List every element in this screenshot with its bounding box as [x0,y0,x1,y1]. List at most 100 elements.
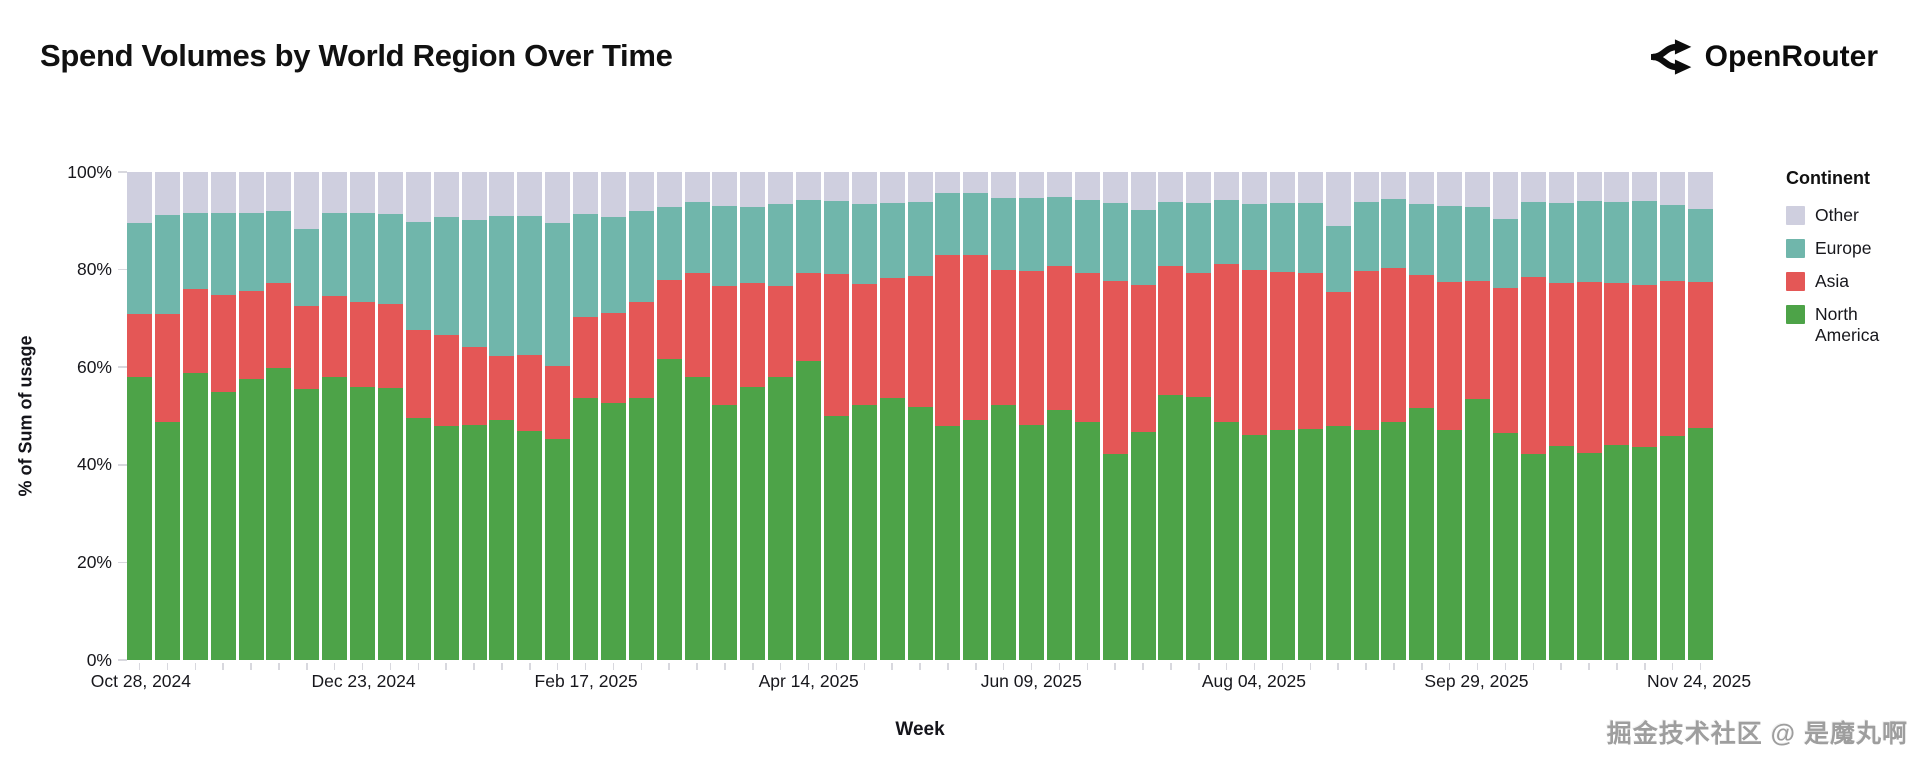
bar-segment-north-america[interactable] [1325,425,1351,660]
bar-segment-europe[interactable] [851,203,877,285]
bar-segment-other[interactable] [907,172,933,202]
bar-segment-asia[interactable] [1437,281,1463,431]
bar-segment-other[interactable] [1214,172,1240,201]
bar-segment-other[interactable] [294,172,320,230]
bar-segment-europe[interactable] [1492,218,1518,288]
bar-segment-other[interactable] [684,172,710,203]
bar-segment-europe[interactable] [266,211,292,284]
bar-segment-other[interactable] [879,172,905,204]
bar-segment-asia[interactable] [1604,282,1630,446]
bar-segment-europe[interactable] [1353,201,1379,271]
bar-segment-north-america[interactable] [1688,427,1714,660]
bar-segment-europe[interactable] [377,213,403,304]
bar-week[interactable] [1130,172,1156,660]
bar-segment-north-america[interactable] [517,430,543,660]
bar-segment-europe[interactable] [1604,202,1630,283]
bar-segment-asia[interactable] [1632,284,1658,447]
bar-segment-europe[interactable] [517,215,543,355]
bar-segment-asia[interactable] [489,355,515,420]
bar-segment-europe[interactable] [1186,202,1212,273]
bar-segment-north-america[interactable] [1297,429,1323,660]
bar-segment-north-america[interactable] [1158,395,1184,660]
bar-week[interactable] [210,172,236,660]
bar-segment-asia[interactable] [1102,280,1128,454]
bar-segment-other[interactable] [1074,172,1100,200]
bar-segment-asia[interactable] [1019,270,1045,425]
bar-segment-other[interactable] [600,172,626,218]
bar-segment-europe[interactable] [1465,206,1491,281]
bar-segment-asia[interactable] [1130,285,1156,432]
bar-segment-europe[interactable] [1242,203,1268,271]
bar-week[interactable] [1437,172,1463,660]
bar-segment-other[interactable] [210,172,236,214]
bar-segment-north-america[interactable] [1604,445,1630,660]
bar-segment-other[interactable] [1688,172,1714,209]
bar-segment-asia[interactable] [1325,291,1351,426]
bar-segment-europe[interactable] [154,214,180,315]
bar-week[interactable] [1688,172,1714,660]
bar-week[interactable] [1325,172,1351,660]
bar-segment-asia[interactable] [154,314,180,422]
bar-segment-asia[interactable] [405,330,431,419]
bar-segment-north-america[interactable] [628,398,654,660]
bar-segment-asia[interactable] [656,279,682,359]
bar-week[interactable] [1102,172,1128,660]
bar-week[interactable] [628,172,654,660]
bar-segment-asia[interactable] [1520,276,1546,454]
bar-segment-europe[interactable] [210,213,236,295]
bar-segment-other[interactable] [1632,172,1658,202]
bar-segment-asia[interactable] [1269,271,1295,431]
bar-segment-north-america[interactable] [266,368,292,660]
bar-segment-europe[interactable] [656,206,682,280]
bar-segment-north-america[interactable] [1381,422,1407,660]
bar-segment-north-america[interactable] [991,404,1017,660]
bar-segment-other[interactable] [433,172,459,218]
bar-week[interactable] [517,172,543,660]
bar-segment-europe[interactable] [573,213,599,318]
bar-segment-asia[interactable] [1409,274,1435,409]
bar-segment-asia[interactable] [294,306,320,390]
bar-segment-asia[interactable] [879,278,905,398]
bar-segment-other[interactable] [991,172,1017,198]
bar-week[interactable] [573,172,599,660]
bar-segment-north-america[interactable] [740,386,766,660]
bar-segment-north-america[interactable] [851,404,877,660]
bar-segment-asia[interactable] [684,272,710,378]
bar-segment-asia[interactable] [461,347,487,425]
bar-segment-europe[interactable] [879,203,905,279]
bar-segment-europe[interactable] [768,204,794,286]
bar-segment-other[interactable] [963,172,989,194]
bar-segment-asia[interactable] [238,290,264,379]
bar-segment-europe[interactable] [1548,202,1574,284]
bar-segment-north-america[interactable] [600,402,626,660]
bar-segment-europe[interactable] [991,197,1017,271]
bar-week[interactable] [1074,172,1100,660]
bar-week[interactable] [545,172,571,660]
bar-segment-asia[interactable] [1660,281,1686,437]
bar-segment-europe[interactable] [1409,203,1435,275]
bar-week[interactable] [350,172,376,660]
bar-week[interactable] [461,172,487,660]
bar-week[interactable] [266,172,292,660]
bar-week[interactable] [1576,172,1602,660]
bar-week[interactable] [182,172,208,660]
bar-week[interactable] [935,172,961,660]
bar-week[interactable] [1381,172,1407,660]
bar-segment-asia[interactable] [545,366,571,439]
bar-week[interactable] [1353,172,1379,660]
bar-segment-europe[interactable] [489,215,515,356]
bar-week[interactable] [600,172,626,660]
bar-segment-north-america[interactable] [433,425,459,660]
bar-segment-north-america[interactable] [1019,424,1045,660]
bar-segment-asia[interactable] [963,255,989,420]
bar-segment-other[interactable] [1297,172,1323,203]
bar-week[interactable] [963,172,989,660]
bar-week[interactable] [322,172,348,660]
bar-segment-europe[interactable] [1381,199,1407,268]
bar-segment-other[interactable] [796,172,822,200]
bar-segment-europe[interactable] [684,202,710,273]
bar-week[interactable] [154,172,180,660]
bar-segment-europe[interactable] [740,206,766,283]
bar-segment-europe[interactable] [1632,201,1658,285]
bar-segment-asia[interactable] [1186,272,1212,398]
